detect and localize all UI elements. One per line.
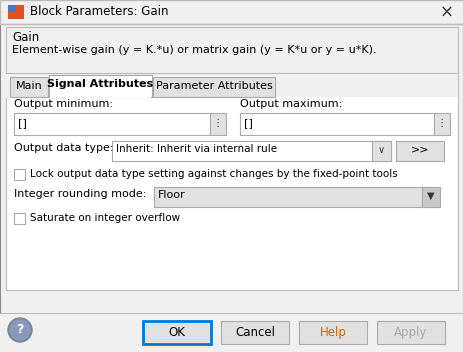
Bar bbox=[433, 113, 449, 135]
Bar bbox=[6, 27, 457, 73]
Bar bbox=[239, 113, 433, 135]
Text: Output data type:: Output data type: bbox=[14, 143, 113, 153]
Text: Output maximum:: Output maximum: bbox=[239, 99, 342, 109]
Text: Parameter Attributes: Parameter Attributes bbox=[155, 81, 272, 91]
Bar bbox=[50, 96, 150, 98]
Text: ?: ? bbox=[16, 323, 24, 336]
Bar bbox=[154, 187, 439, 207]
Bar bbox=[371, 141, 390, 161]
Bar bbox=[298, 321, 366, 344]
Text: Integer rounding mode:: Integer rounding mode: bbox=[14, 189, 146, 199]
Text: ×: × bbox=[439, 4, 453, 22]
Bar bbox=[8, 5, 16, 12]
Bar bbox=[153, 77, 275, 97]
Bar bbox=[112, 141, 390, 161]
Text: Main: Main bbox=[16, 81, 42, 91]
Bar bbox=[395, 141, 443, 161]
Bar bbox=[10, 77, 48, 97]
Text: Lock output data type setting against changes by the fixed-point tools: Lock output data type setting against ch… bbox=[30, 169, 397, 179]
Bar bbox=[210, 113, 225, 135]
Bar bbox=[0, 0, 463, 24]
Text: >>: >> bbox=[410, 144, 428, 154]
Bar bbox=[376, 321, 444, 344]
Bar bbox=[220, 321, 288, 344]
Text: ⋮: ⋮ bbox=[436, 118, 446, 128]
Text: Cancel: Cancel bbox=[234, 326, 275, 339]
Text: Gain: Gain bbox=[12, 31, 39, 44]
Bar bbox=[6, 75, 457, 97]
Text: Help: Help bbox=[319, 326, 346, 339]
Text: Apply: Apply bbox=[394, 326, 427, 339]
Text: []: [] bbox=[244, 118, 252, 128]
Text: Signal Attributes: Signal Attributes bbox=[47, 79, 153, 89]
Text: []: [] bbox=[18, 118, 27, 128]
Bar bbox=[8, 5, 24, 19]
Bar bbox=[421, 187, 439, 207]
Bar bbox=[6, 75, 457, 290]
Text: Inherit: Inherit via internal rule: Inherit: Inherit via internal rule bbox=[116, 144, 276, 154]
Bar bbox=[0, 313, 463, 352]
Text: Output minimum:: Output minimum: bbox=[14, 99, 113, 109]
Text: Element-wise gain (y = K.*u) or matrix gain (y = K*u or y = u*K).: Element-wise gain (y = K.*u) or matrix g… bbox=[12, 45, 376, 55]
Circle shape bbox=[10, 320, 30, 340]
Bar bbox=[14, 169, 25, 180]
Bar bbox=[49, 75, 152, 97]
Text: ∨: ∨ bbox=[376, 145, 384, 155]
Bar bbox=[14, 213, 25, 224]
Text: Floor: Floor bbox=[158, 190, 185, 200]
Text: Saturate on integer overflow: Saturate on integer overflow bbox=[30, 213, 180, 223]
Circle shape bbox=[8, 318, 32, 342]
Text: ▼: ▼ bbox=[426, 191, 434, 201]
Text: ⋮: ⋮ bbox=[213, 118, 223, 128]
Text: Block Parameters: Gain: Block Parameters: Gain bbox=[30, 5, 168, 18]
Bar bbox=[14, 113, 210, 135]
Text: OK: OK bbox=[168, 326, 185, 339]
Bar bbox=[143, 321, 211, 344]
